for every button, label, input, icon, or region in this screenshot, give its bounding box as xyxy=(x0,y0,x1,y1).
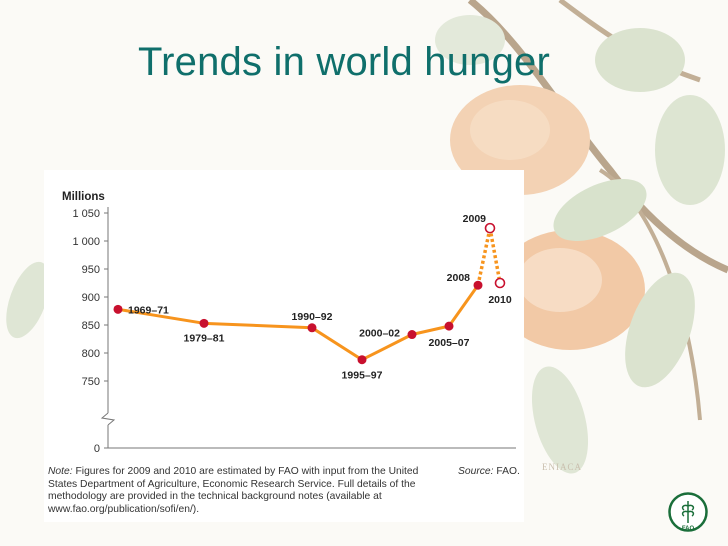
data-point xyxy=(307,323,317,333)
chart-note: Note: Figures for 2009 and 2010 are esti… xyxy=(48,466,448,516)
y-tick-label: 750 xyxy=(82,376,100,388)
series-segment xyxy=(116,307,206,325)
y-tick-label: 1 050 xyxy=(72,208,100,220)
source-text: FAO. xyxy=(493,466,520,477)
note-label: Note: xyxy=(48,466,73,477)
y-tick-label: 1 000 xyxy=(72,236,100,248)
data-point xyxy=(407,330,417,340)
series-line xyxy=(116,227,502,362)
point-label: 1979–81 xyxy=(184,332,225,344)
point-label: 2010 xyxy=(488,294,512,306)
point-label: 1969–71 xyxy=(128,304,169,316)
fao-logo-letters: FAO xyxy=(682,526,695,532)
y-tick-label: 800 xyxy=(82,348,100,360)
point-label: 2005–07 xyxy=(429,337,470,349)
point-label: 2009 xyxy=(463,213,487,225)
point-label: 1995–97 xyxy=(342,370,383,382)
data-point xyxy=(199,318,209,328)
series-segment xyxy=(310,326,364,362)
point-label: 2000–02 xyxy=(359,328,400,340)
data-point-estimated xyxy=(494,277,506,289)
data-point-estimated xyxy=(484,222,496,234)
data-point xyxy=(444,321,454,331)
fao-logo: FAO xyxy=(668,492,708,532)
source-label: Source: xyxy=(458,466,494,477)
background-watermark-text: ENIACA xyxy=(542,462,582,472)
note-text: Figures for 2009 and 2010 are estimated … xyxy=(48,466,419,515)
series-points xyxy=(113,222,506,365)
chart-panel: Millions 0 750 800 850 900 950 1 000 1 050 1969… xyxy=(44,170,524,522)
y-ticks: 0 750 800 850 900 950 1 000 1 050 xyxy=(72,208,108,455)
hunger-line-chart: Millions 0 750 800 850 900 950 1 000 1 050 1969… xyxy=(62,191,516,455)
series-segment-estimated xyxy=(476,227,492,286)
data-point xyxy=(473,280,483,290)
data-point xyxy=(357,355,367,365)
series-segment xyxy=(202,321,314,330)
point-label: 2008 xyxy=(447,272,471,284)
y-axis-label: Millions xyxy=(62,191,105,203)
series-segment xyxy=(360,333,414,362)
point-label: 1990–92 xyxy=(292,311,333,323)
point-labels: 1969–71 1979–81 1990–92 1995–97 2000–02 2005–… xyxy=(128,213,512,382)
series-segment-estimated xyxy=(488,227,502,284)
y-tick-label: 900 xyxy=(82,292,100,304)
y-tick-label: 950 xyxy=(82,264,100,276)
y-axis-break xyxy=(100,412,116,426)
data-point xyxy=(113,304,123,314)
series-segment xyxy=(447,283,480,328)
slide-title: Trends in world hunger xyxy=(138,40,551,84)
y-tick-label: 0 xyxy=(94,443,100,455)
chart-source: Source: FAO. xyxy=(458,466,520,477)
axes xyxy=(100,207,516,449)
y-tick-label: 850 xyxy=(82,320,100,332)
series-segment xyxy=(410,324,451,337)
